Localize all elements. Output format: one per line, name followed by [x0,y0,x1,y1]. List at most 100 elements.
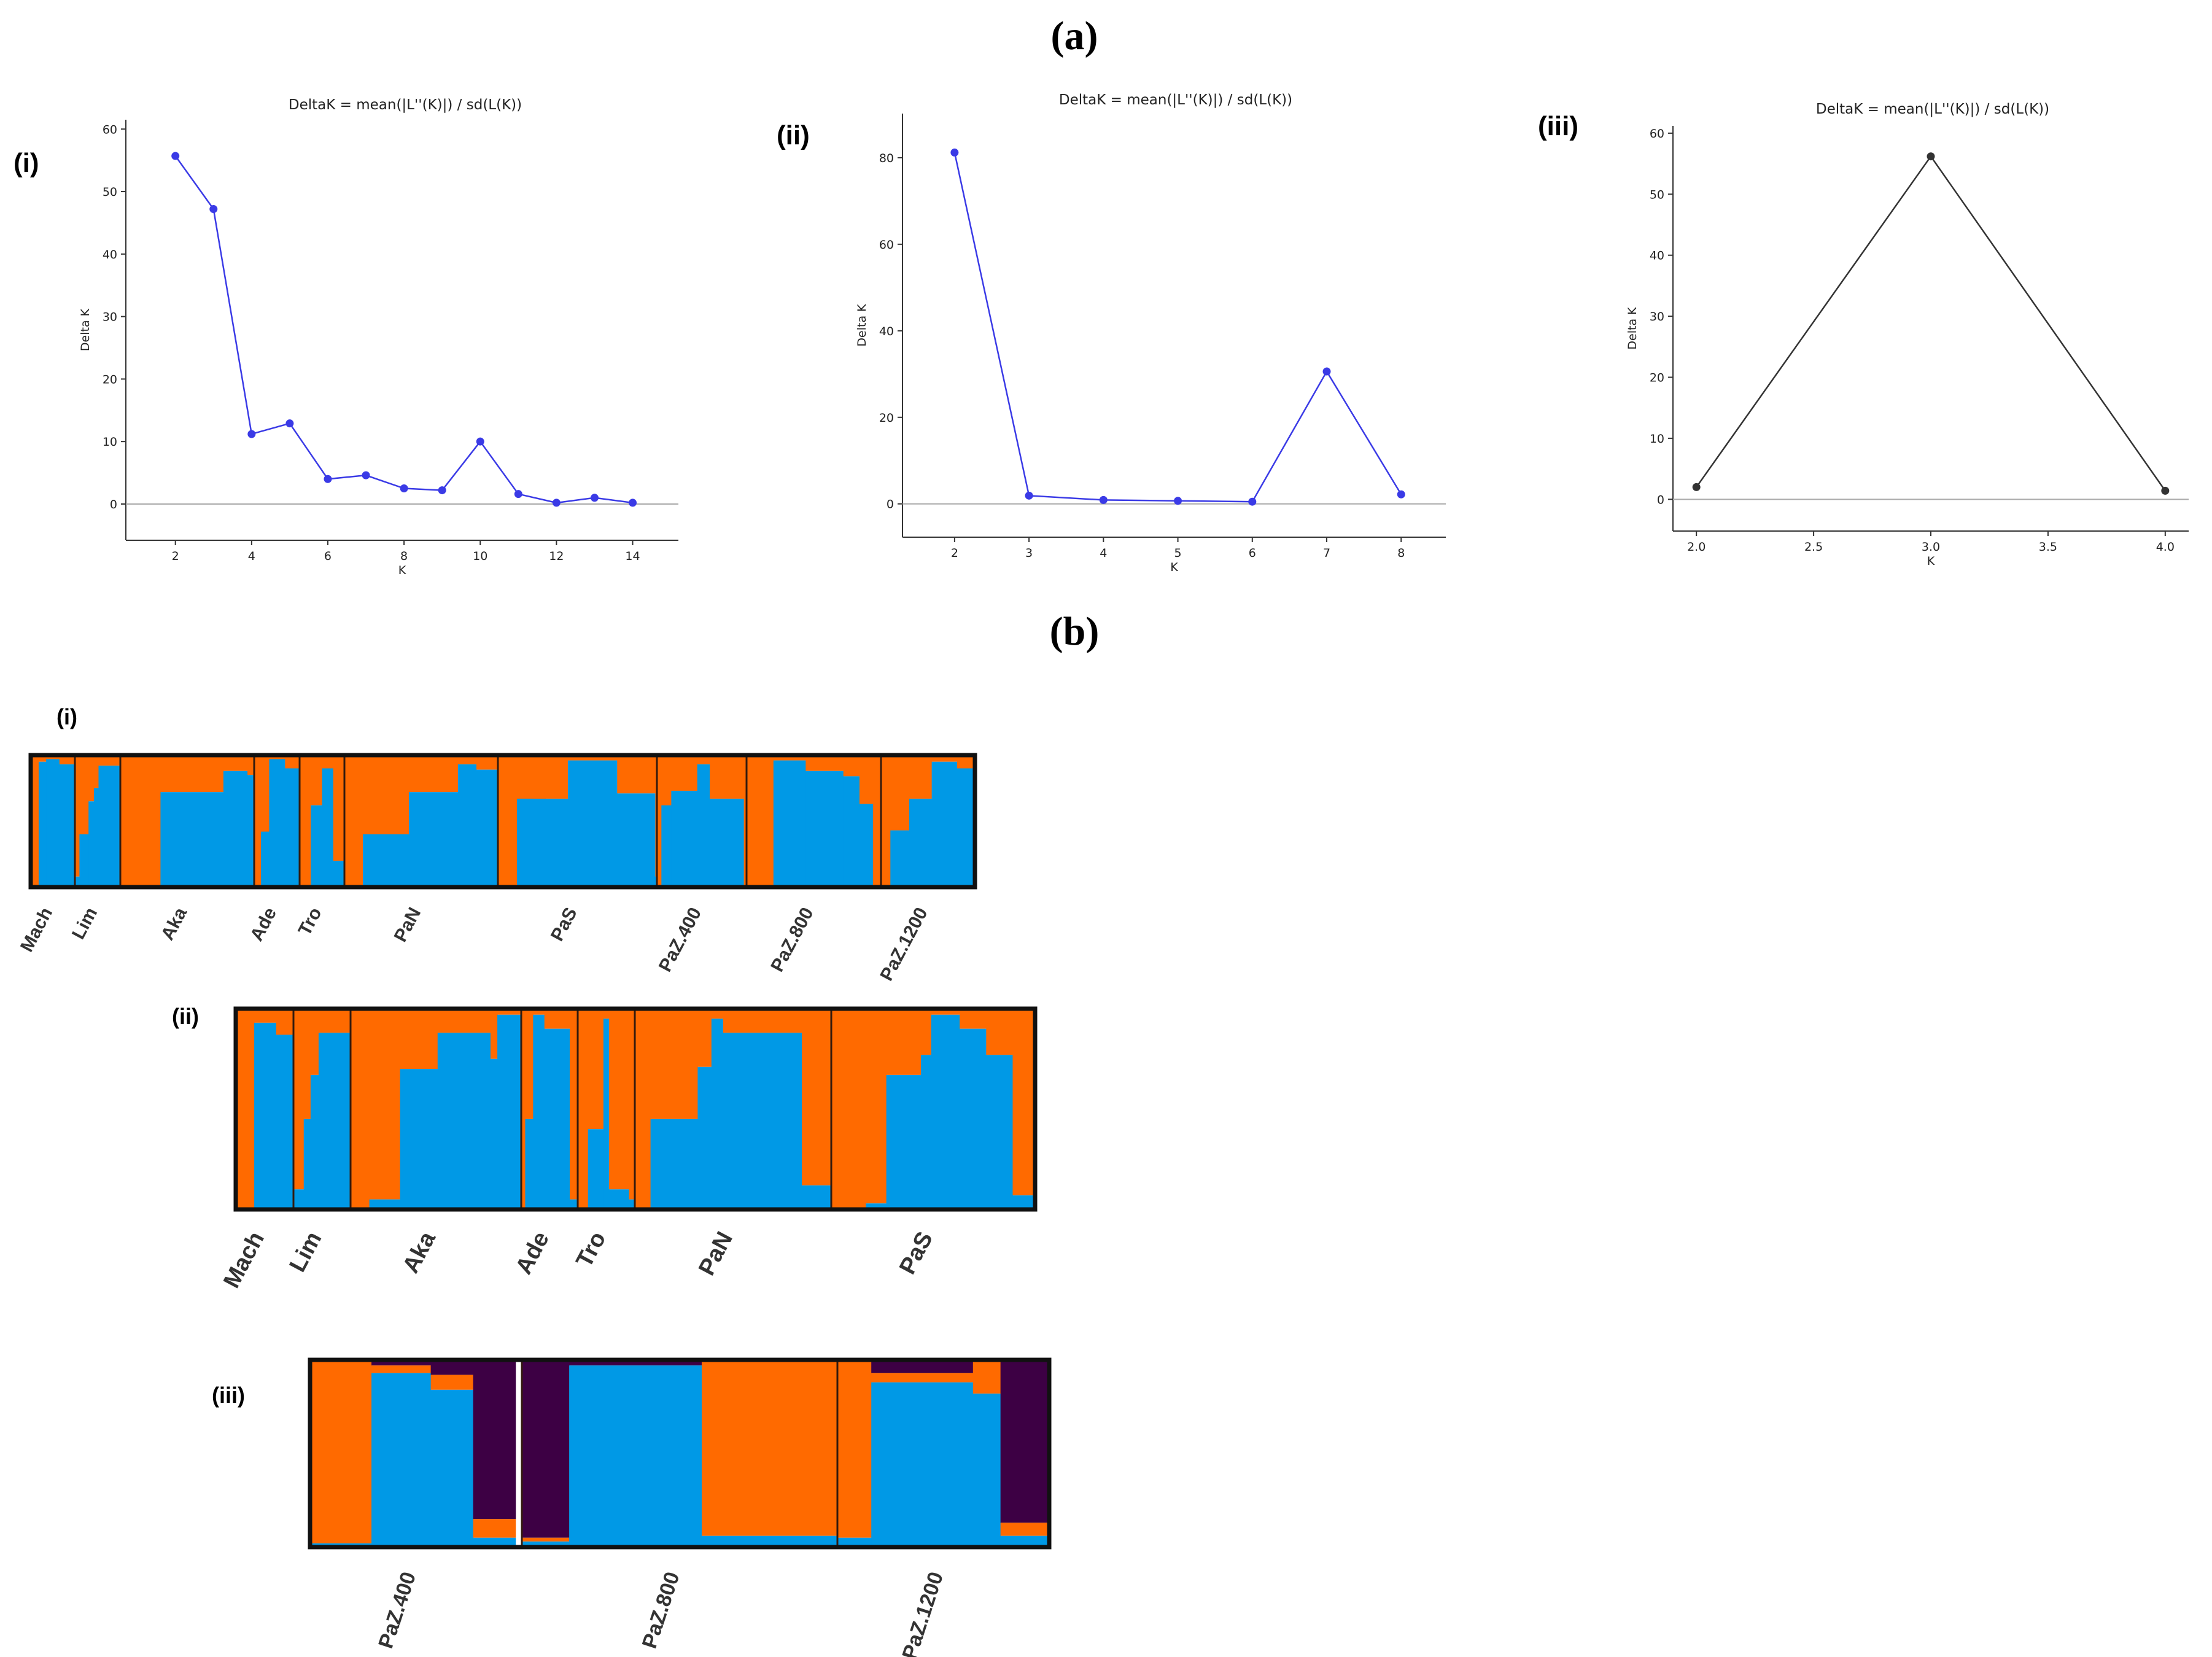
admixture-bar-orange [866,1009,887,1204]
y-tick-label: 40 [879,325,894,338]
admixture-bar-blue [544,1028,570,1209]
admixture-bar-blue [254,1022,277,1209]
admixture-bar-blue [293,1189,305,1209]
structure-frame [233,1006,1038,1212]
admixture-bar-blue [497,1014,522,1209]
admixture-bar-orange [859,755,874,804]
admixture-bar-orange [38,755,47,762]
admixture-bar-orange [311,755,323,805]
admixture-bar-orange [805,755,844,771]
admixture-bar-blue [723,1033,802,1209]
admixture-bar-orange [650,1009,671,1119]
y-axis-label: Delta K [855,304,869,347]
admixture-bar-orange [629,1009,635,1200]
admixture-bar-orange [986,1009,1014,1055]
admixture-bar-orange [603,1009,610,1019]
data-point [171,152,180,160]
admixture-bar-blue [322,768,334,887]
admixture-bar-orange [670,1009,698,1119]
admixture-bar-blue [1000,1535,1050,1547]
x-axis-label: K [398,564,406,577]
admixture-bar-blue [697,1066,712,1209]
population-label: Ade [511,1228,554,1279]
admixture-bar-blue [522,1541,570,1547]
admixture-bar-blue [710,798,745,887]
admixture-bar-blue [318,1033,351,1209]
admixture-bar-purple [569,1360,702,1366]
admixture-bar-orange [98,755,121,766]
admixture-bar-orange [363,755,409,834]
y-tick-label: 0 [887,498,894,511]
admixture-bar-orange [909,755,933,799]
admixture-bar-blue [75,876,80,887]
population-label: PaZ.1200 [898,1569,948,1657]
data-point [629,499,637,507]
admixture-bar-blue [1012,1195,1036,1209]
data-point [209,205,218,214]
admixture-bar-orange [293,1009,305,1190]
y-tick-label: 50 [1650,188,1664,201]
admixture-bar-blue [567,760,618,887]
admixture-bar-blue [957,768,976,887]
admixture-bar-orange [310,1009,319,1075]
admixture-bar-orange [635,1009,651,1209]
admixture-bar-orange [578,1009,589,1208]
admixture-bar-orange [409,755,459,793]
population-label: PaZ.400 [374,1569,421,1651]
population-label: Aka [398,1227,441,1278]
deltak-chart-ii: (ii) DeltaK = mean(|L''(K)|) / sd(L(K)) 0 2… [777,92,1446,574]
admixture-bar-blue [473,1537,516,1547]
admixture-bar-orange [723,1009,802,1033]
data-point [362,471,370,479]
admixture-bar-blue [671,791,698,887]
admixture-bar-orange [276,1009,294,1035]
admixture-bar-blue [871,1382,974,1547]
admixture-bar-orange [661,755,672,805]
y-tick-label: 10 [1650,432,1664,446]
x-tick-label: 12 [549,549,564,563]
x-tick-label: 6 [1249,546,1256,560]
data-point [1927,152,1935,161]
admixture-bar-orange [711,1009,724,1019]
admixture-bar-orange [743,755,747,887]
admixture-bar-orange [671,755,698,791]
admixture-bar-orange [697,755,710,765]
data-point [590,494,599,502]
panel-b-label: (b) [1050,609,1100,654]
admixture-bar-blue [363,834,409,887]
admixture-bar-orange [544,1009,570,1029]
admixture-bar-blue [490,1058,498,1209]
admixture-bar-blue [333,861,345,887]
x-axis-label: K [1927,554,1935,568]
admixture-bar-blue [837,1537,872,1547]
admixture-bar-orange [437,1009,491,1033]
chart-panel-label: (iii) [1538,111,1578,141]
admixture-bar-orange [310,1360,372,1543]
admixture-bar-orange [300,755,311,887]
admixture-bar-blue [866,1203,887,1209]
data-point [514,490,522,499]
admixture-bar-orange [567,755,618,761]
x-tick-label: 4 [248,549,255,563]
admixture-bar-orange [59,755,76,765]
series-line [953,152,1402,503]
admixture-bar-orange [957,755,976,769]
y-tick-label: 50 [103,185,117,199]
admixture-bar-blue [223,770,248,887]
admixture-bar-blue [59,764,76,887]
admixture-bar-blue [701,1535,838,1547]
data-point [247,430,256,438]
data-point [552,499,561,507]
admixture-bar-blue [303,1119,311,1209]
admixture-bar-orange [570,1009,578,1200]
data-point [438,486,446,495]
admixture-bar-orange [517,755,569,799]
admixture-bar-purple [371,1360,432,1366]
population-label: Tro [572,1228,611,1272]
admixture-bar-blue [773,760,806,887]
deltak-chart-iii: (iii) DeltaK = mean(|L''(K)|) / sd(L(K)) 0… [1538,101,2189,568]
admixture-bar-orange [497,1009,522,1015]
y-tick-label: 20 [1650,371,1664,385]
admixture-bar-blue [458,764,477,887]
admixture-bar-blue [98,766,121,887]
